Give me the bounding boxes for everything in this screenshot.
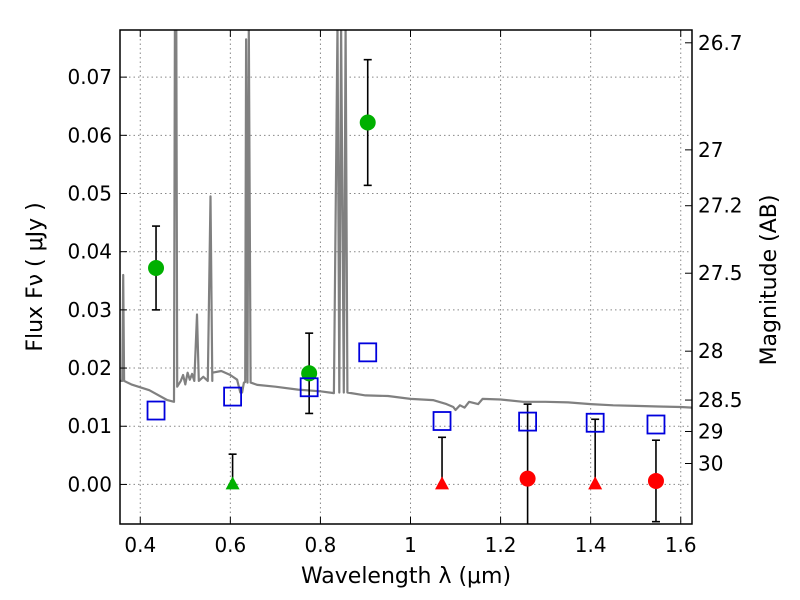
y-tick-label: 0.05 [67,182,112,206]
x-tick-label: 0.8 [305,533,337,557]
model-flux-square [146,400,166,421]
right-tick-label: 28 [698,339,723,363]
model-flux-square [223,386,242,407]
model-flux-square [358,342,378,363]
y-axis-label: Flux Fν ( μJy ) [23,202,48,351]
axis-ticks: 0.4 0.6 0.8 1 1.2 1.4 1.6 0.00 0.01 0.02 0.03 0.04 0… [67,30,743,557]
model-spectrum-line [120,30,692,412]
y-tick-label: 0.00 [67,472,112,496]
x-tick-label: 1 [404,533,417,557]
model-flux-square [646,414,666,435]
model-flux-square [299,377,319,398]
x-axis-label: Wavelength λ (μm) [301,564,511,589]
right-tick-label: 30 [698,451,723,475]
right-tick-label: 28.5 [698,388,743,412]
y-tick-label: 0.02 [67,356,112,380]
model-flux-square [432,411,452,431]
right-axis-label: Magnitude (AB) [757,195,782,366]
x-tick-label: 1.6 [665,533,697,557]
upper-limit-triangle [588,476,603,490]
y-tick-label: 0.01 [67,414,112,438]
x-tick-label: 1.2 [485,533,517,557]
y-tick-label: 0.07 [67,65,112,89]
right-tick-label: 29 [698,419,723,443]
right-tick-label: 27 [698,138,723,162]
upper-limit-triangle [435,476,450,490]
y-tick-label: 0.04 [67,240,112,264]
x-tick-label: 1.4 [575,533,607,557]
nondetection-point [519,470,536,487]
nondetection-point [647,472,664,489]
detection-point [148,259,165,276]
model-flux-square [585,412,605,433]
x-tick-label: 0.4 [124,533,156,557]
right-tick-label: 26.7 [698,31,743,55]
right-tick-label: 27.2 [698,194,743,218]
y-tick-label: 0.06 [67,123,112,147]
plot-frame [119,29,693,525]
upper-limit-triangle [225,476,240,490]
right-tick-label: 27.5 [698,261,743,285]
grid [120,30,692,524]
detection-point [301,365,318,382]
detection-point [359,114,376,131]
y-tick-label: 0.03 [67,298,112,322]
model-flux-square [518,411,538,432]
x-tick-label: 0.6 [214,533,246,557]
plot-area [120,30,692,524]
